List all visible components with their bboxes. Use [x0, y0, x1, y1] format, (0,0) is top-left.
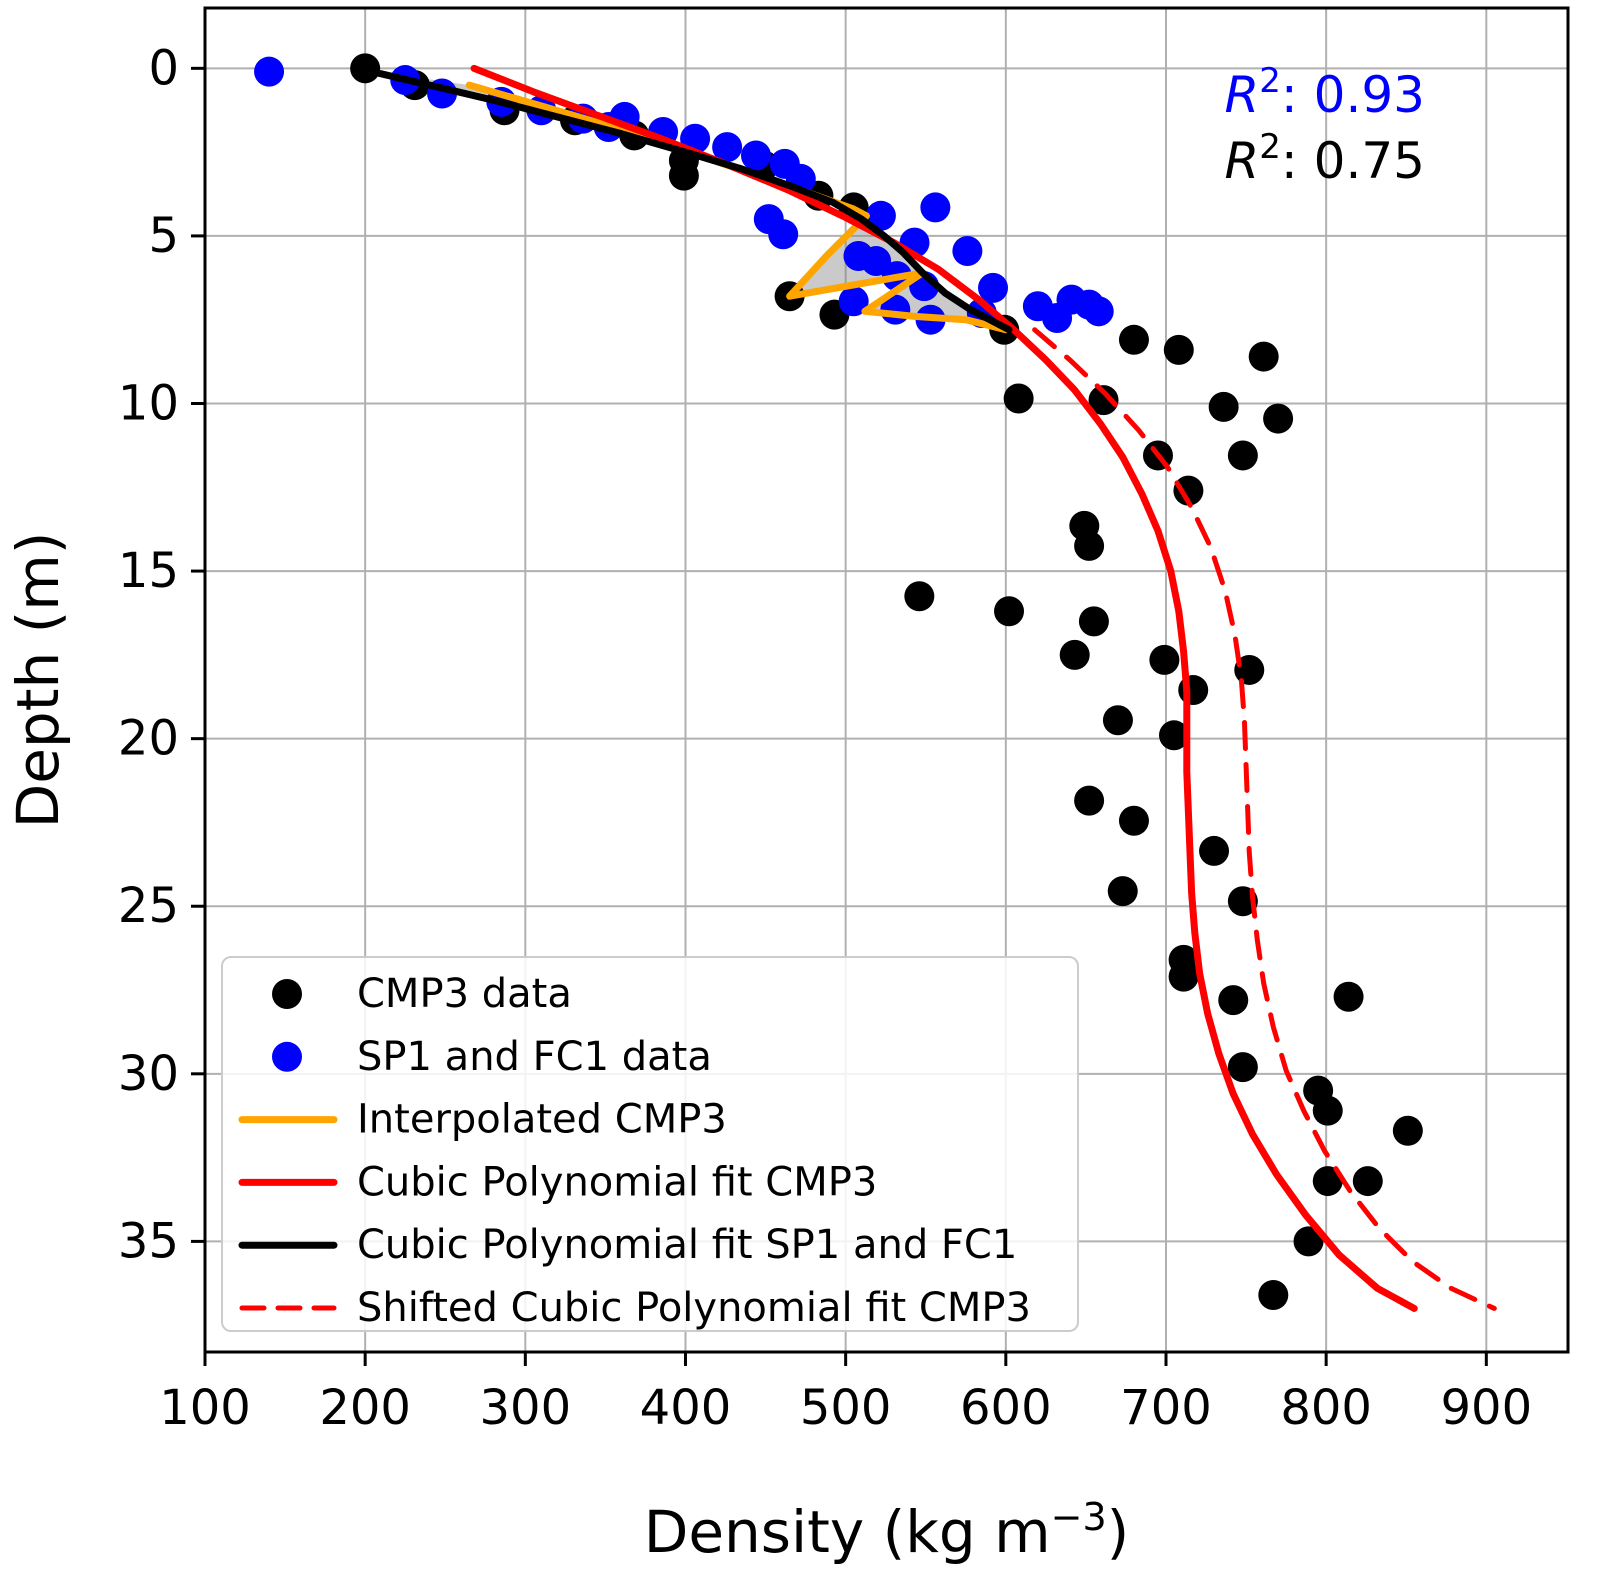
data-point: [1059, 639, 1090, 670]
data-point: [1163, 334, 1194, 365]
legend-label: Interpolated CMP3: [357, 1097, 727, 1143]
axes-spines: [203, 6, 1570, 1354]
data-point: [1352, 1166, 1383, 1197]
data-point: [1168, 961, 1199, 992]
data-point: [1074, 785, 1105, 816]
x-tick-label: 300: [480, 1380, 572, 1436]
legend-label: SP1 and FC1 data: [357, 1034, 712, 1080]
y-tick-label: 25: [118, 878, 179, 934]
data-point: [1248, 341, 1279, 372]
fit-line: [361, 66, 1013, 334]
data-point: [1218, 985, 1249, 1016]
legend-label: Cubic Polynomial fit SP1 and FC1: [357, 1222, 1017, 1268]
series-sp1-and-fc1-data: [254, 56, 1114, 335]
data-point: [838, 286, 869, 317]
legend-entry-cubic-polynomial-fit-cmp3: Cubic Polynomial fit CMP3: [238, 1159, 877, 1205]
data-point: [768, 219, 799, 250]
fit-line: [1032, 327, 1497, 1311]
x-tick-label: 400: [640, 1380, 732, 1436]
data-point: [1263, 403, 1294, 434]
data-point: [1312, 1095, 1343, 1126]
y-tick-label: 5: [148, 208, 179, 264]
legend-entry-shifted-cubic-polynomial-fit-cmp3: Shifted Cubic Polynomial fit CMP3: [239, 1285, 1031, 1331]
data-point: [1227, 1052, 1258, 1083]
x-tick-label: 900: [1441, 1380, 1533, 1436]
data-point: [1107, 876, 1138, 907]
data-point: [1227, 440, 1258, 471]
data-point: [1149, 644, 1180, 675]
data-point: [668, 160, 699, 191]
x-tick-label: 800: [1280, 1380, 1372, 1436]
annotation-r2-black: R2: 0.75: [1225, 127, 1425, 190]
legend-entry-cmp3-data: CMP3 data: [272, 971, 572, 1017]
legend-label: CMP3 data: [357, 971, 572, 1017]
data-point: [978, 272, 1009, 303]
data-point: [1042, 303, 1073, 334]
y-axis-label: Depth (m): [4, 532, 72, 829]
annotation-r2-blue: R2: 0.93: [1225, 61, 1425, 124]
x-tick-label: 200: [319, 1380, 411, 1436]
data-point: [1173, 475, 1204, 506]
y-tick-label: 0: [148, 40, 179, 96]
series-cubic-polynomial-fit-sp1-and-fc1: [361, 66, 1013, 334]
data-point: [712, 132, 743, 163]
data-point: [865, 200, 896, 231]
data-point: [1102, 705, 1133, 736]
data-point: [904, 581, 935, 612]
fit-line: [470, 64, 1418, 1312]
series-cubic-polynomial-fit-cmp3: [470, 64, 1418, 1312]
data-point: [1088, 385, 1119, 416]
data-point: [1118, 805, 1149, 836]
data-point: [254, 56, 285, 87]
y-tick-label: 35: [118, 1213, 179, 1269]
ticks: 100 200 300 400 500 600 700 800 900 0 5 10 15 20 25 30 3…: [118, 40, 1532, 1436]
legend-marker: [272, 1041, 302, 1072]
plot-area: [254, 53, 1497, 1312]
legend-marker: [272, 979, 302, 1009]
data-point: [740, 140, 771, 171]
data-point: [843, 241, 874, 272]
y-tick-label: 10: [118, 375, 179, 431]
x-axis-label: Density (kg m−3): [644, 1495, 1130, 1566]
data-point: [1083, 296, 1114, 327]
data-point: [1392, 1115, 1423, 1146]
series-shifted-cubic-polynomial-fit-cmp3: [1032, 327, 1497, 1311]
data-point: [1158, 720, 1189, 751]
x-tick-label: 600: [960, 1380, 1052, 1436]
data-point: [1199, 835, 1230, 866]
x-tick-label: 500: [800, 1380, 892, 1436]
data-point: [1258, 1280, 1289, 1311]
legend-label: Cubic Polynomial fit CMP3: [357, 1159, 877, 1205]
legend-label: Shifted Cubic Polynomial fit CMP3: [357, 1285, 1031, 1331]
y-tick-label: 30: [118, 1046, 179, 1102]
legend: CMP3 data SP1 and FC1 data Interpolated CM…: [221, 956, 1079, 1332]
data-point: [1234, 654, 1265, 685]
data-point: [952, 235, 983, 266]
data-point: [1208, 391, 1239, 422]
data-point: [1312, 1166, 1343, 1197]
legend-box: [221, 956, 1079, 1332]
legend-entry-cubic-polynomial-fit-sp1-and-fc1: Cubic Polynomial fit SP1 and FC1: [238, 1222, 1017, 1268]
data-point: [1118, 324, 1149, 355]
y-tick-label: 15: [118, 543, 179, 599]
legend-entry-sp1-and-fc1-data: SP1 and FC1 data: [272, 1034, 712, 1080]
y-tick-label: 20: [118, 711, 179, 767]
data-point: [994, 596, 1025, 627]
legend-entry-interpolated-cmp3: Interpolated CMP3: [238, 1097, 727, 1143]
data-point: [1333, 981, 1364, 1012]
x-tick-label: 100: [159, 1380, 251, 1436]
data-point: [920, 192, 951, 223]
data-point: [1003, 383, 1034, 414]
data-point: [1078, 606, 1109, 637]
x-tick-label: 700: [1120, 1380, 1212, 1436]
data-point: [1293, 1226, 1324, 1257]
data-point: [1074, 530, 1105, 561]
